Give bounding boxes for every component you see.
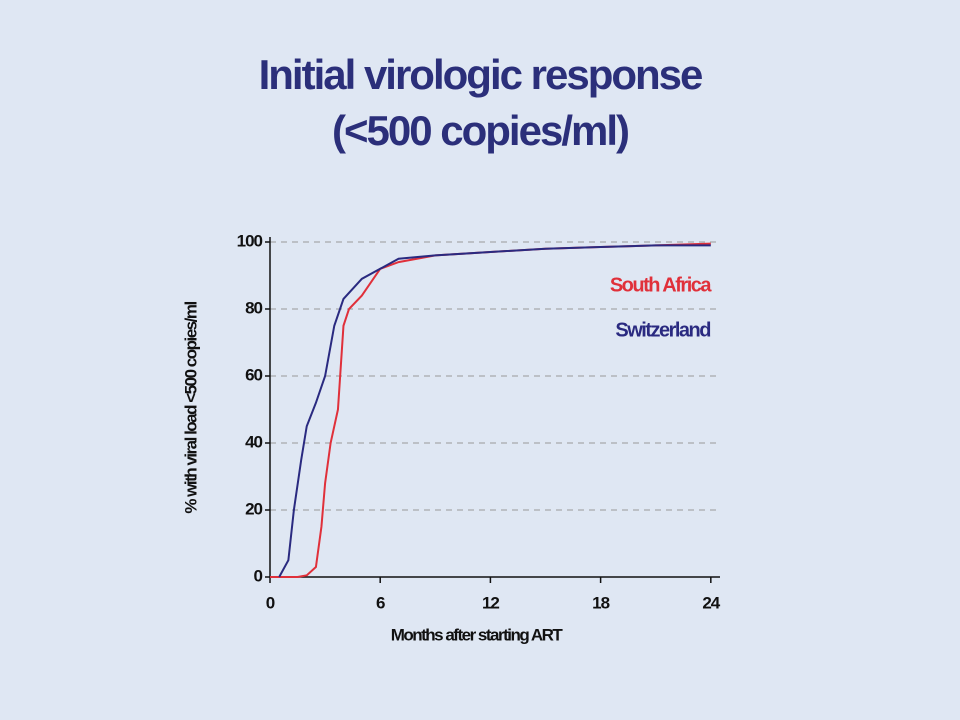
y-tick-label: 40 [245, 432, 262, 451]
y-tick-label: 60 [245, 365, 262, 384]
y-tick-label: 100 [237, 231, 263, 250]
series-line [278, 244, 711, 578]
x-tick-label: 12 [482, 593, 499, 612]
x-tick-label: 24 [702, 593, 720, 612]
x-tick-label: 18 [592, 593, 609, 612]
legend-label: South Africa [610, 274, 713, 296]
x-tick-label: 0 [266, 593, 275, 612]
y-tick-label: 80 [245, 298, 262, 317]
chart-title: Initial virologic response [259, 51, 702, 98]
y-tick-label: 0 [254, 566, 263, 585]
x-axis-label: Months after starting ART [391, 625, 564, 644]
legend-label: Switzerland [615, 319, 710, 341]
y-tick-label: 20 [245, 499, 262, 518]
y-axis-label: % with viral load <500 copies/ml [181, 302, 200, 514]
chart-subtitle: (<500 copies/ml) [332, 107, 628, 154]
x-tick-label: 6 [376, 593, 385, 612]
